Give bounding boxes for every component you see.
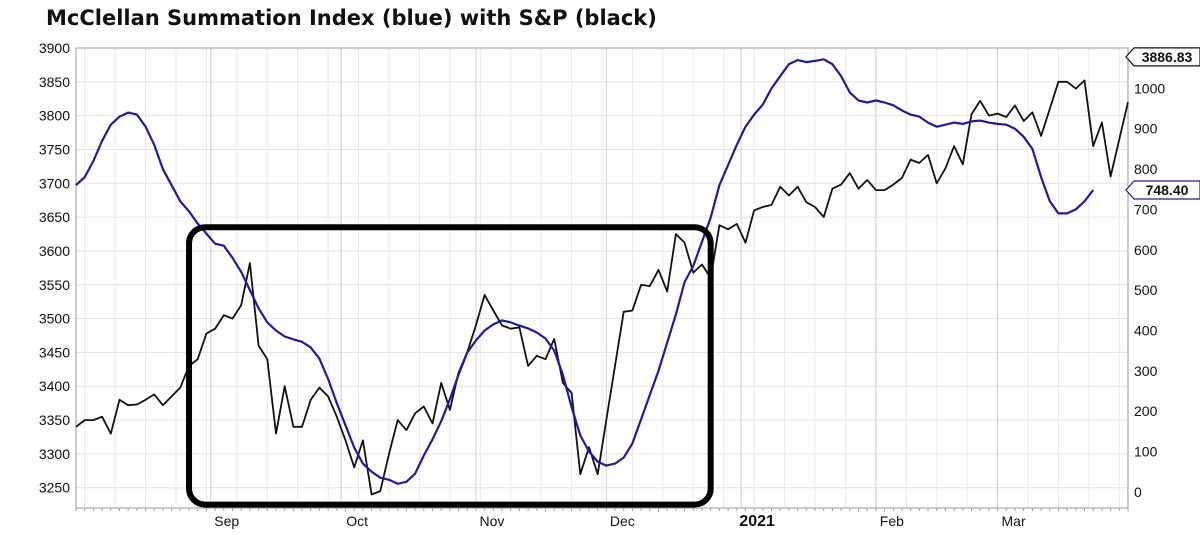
tag-value-text: 748.40 [1146,182,1189,198]
left-tick-label: 3800 [39,108,70,124]
right-tick-label: 500 [1134,282,1158,298]
left-tick-label: 3400 [39,378,70,394]
right-tick-label: 100 [1134,444,1158,460]
highlight-box [186,224,714,508]
x-tick-label: Mar [1002,513,1026,529]
x-tick-label: Nov [479,513,504,529]
x-tick-label: Feb [880,513,904,529]
left-tick-label: 3250 [39,480,70,496]
left-tick-label: 3850 [39,74,70,90]
sp-line [75,79,1129,496]
left-tick-label: 3600 [39,243,70,259]
tag-value-text: 3886.83 [1142,49,1193,65]
right-tick-label: 600 [1134,242,1158,258]
left-axis: 3250 3300 3350 3400 3450 3500 3550 3600 3650 3700… [39,40,70,496]
tag-shape [1125,180,1200,200]
right-tick-label: 0 [1134,484,1142,500]
right-tick-label: 200 [1134,403,1158,419]
last-value-tags: 3886.83 748.40 [1125,47,1200,200]
right-tick-label: 400 [1134,322,1158,338]
plot-area-frame [75,47,1129,509]
right-tick-label: 1000 [1134,80,1165,96]
left-tick-label: 3900 [39,40,70,56]
right-tick-label: 800 [1134,161,1158,177]
x-minor-ticks [75,508,1129,511]
left-tick-label: 3500 [39,311,70,327]
x-tick-label: Dec [610,513,635,529]
x-axis: Sep Oct Nov Dec 2021 Feb Mar [214,513,1026,530]
right-axis: 0 100 200 300 400 500 600 700 800 900 1000 [1134,80,1165,500]
left-tick-label: 3750 [39,141,70,157]
right-tick-label: 700 [1134,201,1158,217]
right-tick-label: 300 [1134,363,1158,379]
x-tick-label: Oct [346,513,368,529]
summation-last-value-tag: 748.40 [1125,180,1200,200]
x-tick-label: Sep [214,513,239,529]
left-tick-label: 3450 [39,344,70,360]
summation-index-line [75,58,1095,485]
x-tick-label: 2021 [739,513,775,530]
chart-title: McClellan Summation Index (blue) with S&… [46,6,657,30]
sp-last-value-tag: 3886.83 [1125,47,1200,67]
right-tick-label: 900 [1134,121,1158,137]
left-tick-label: 3700 [39,175,70,191]
left-tick-label: 3650 [39,209,70,225]
left-tick-label: 3350 [39,412,70,428]
left-tick-label: 3300 [39,446,70,462]
left-tick-label: 3550 [39,277,70,293]
tag-shape [1125,47,1200,67]
series-layer [75,58,1129,496]
